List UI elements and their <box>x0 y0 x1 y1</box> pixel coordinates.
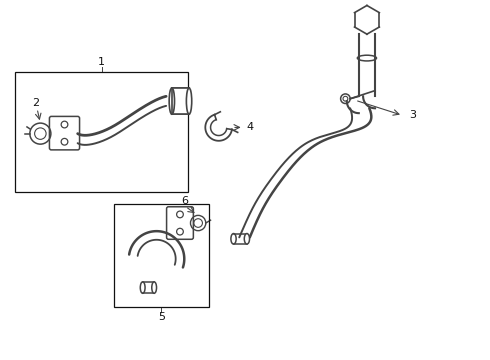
Bar <box>114 204 209 307</box>
Text: 2: 2 <box>32 99 39 108</box>
Bar <box>16 72 188 192</box>
Ellipse shape <box>186 88 192 114</box>
Text: 5: 5 <box>158 312 165 322</box>
Ellipse shape <box>152 282 156 293</box>
Text: 3: 3 <box>409 111 416 121</box>
Text: 1: 1 <box>98 57 105 67</box>
Bar <box>172 88 189 114</box>
Ellipse shape <box>245 234 249 244</box>
Text: 4: 4 <box>246 122 253 132</box>
Text: 6: 6 <box>182 195 189 206</box>
